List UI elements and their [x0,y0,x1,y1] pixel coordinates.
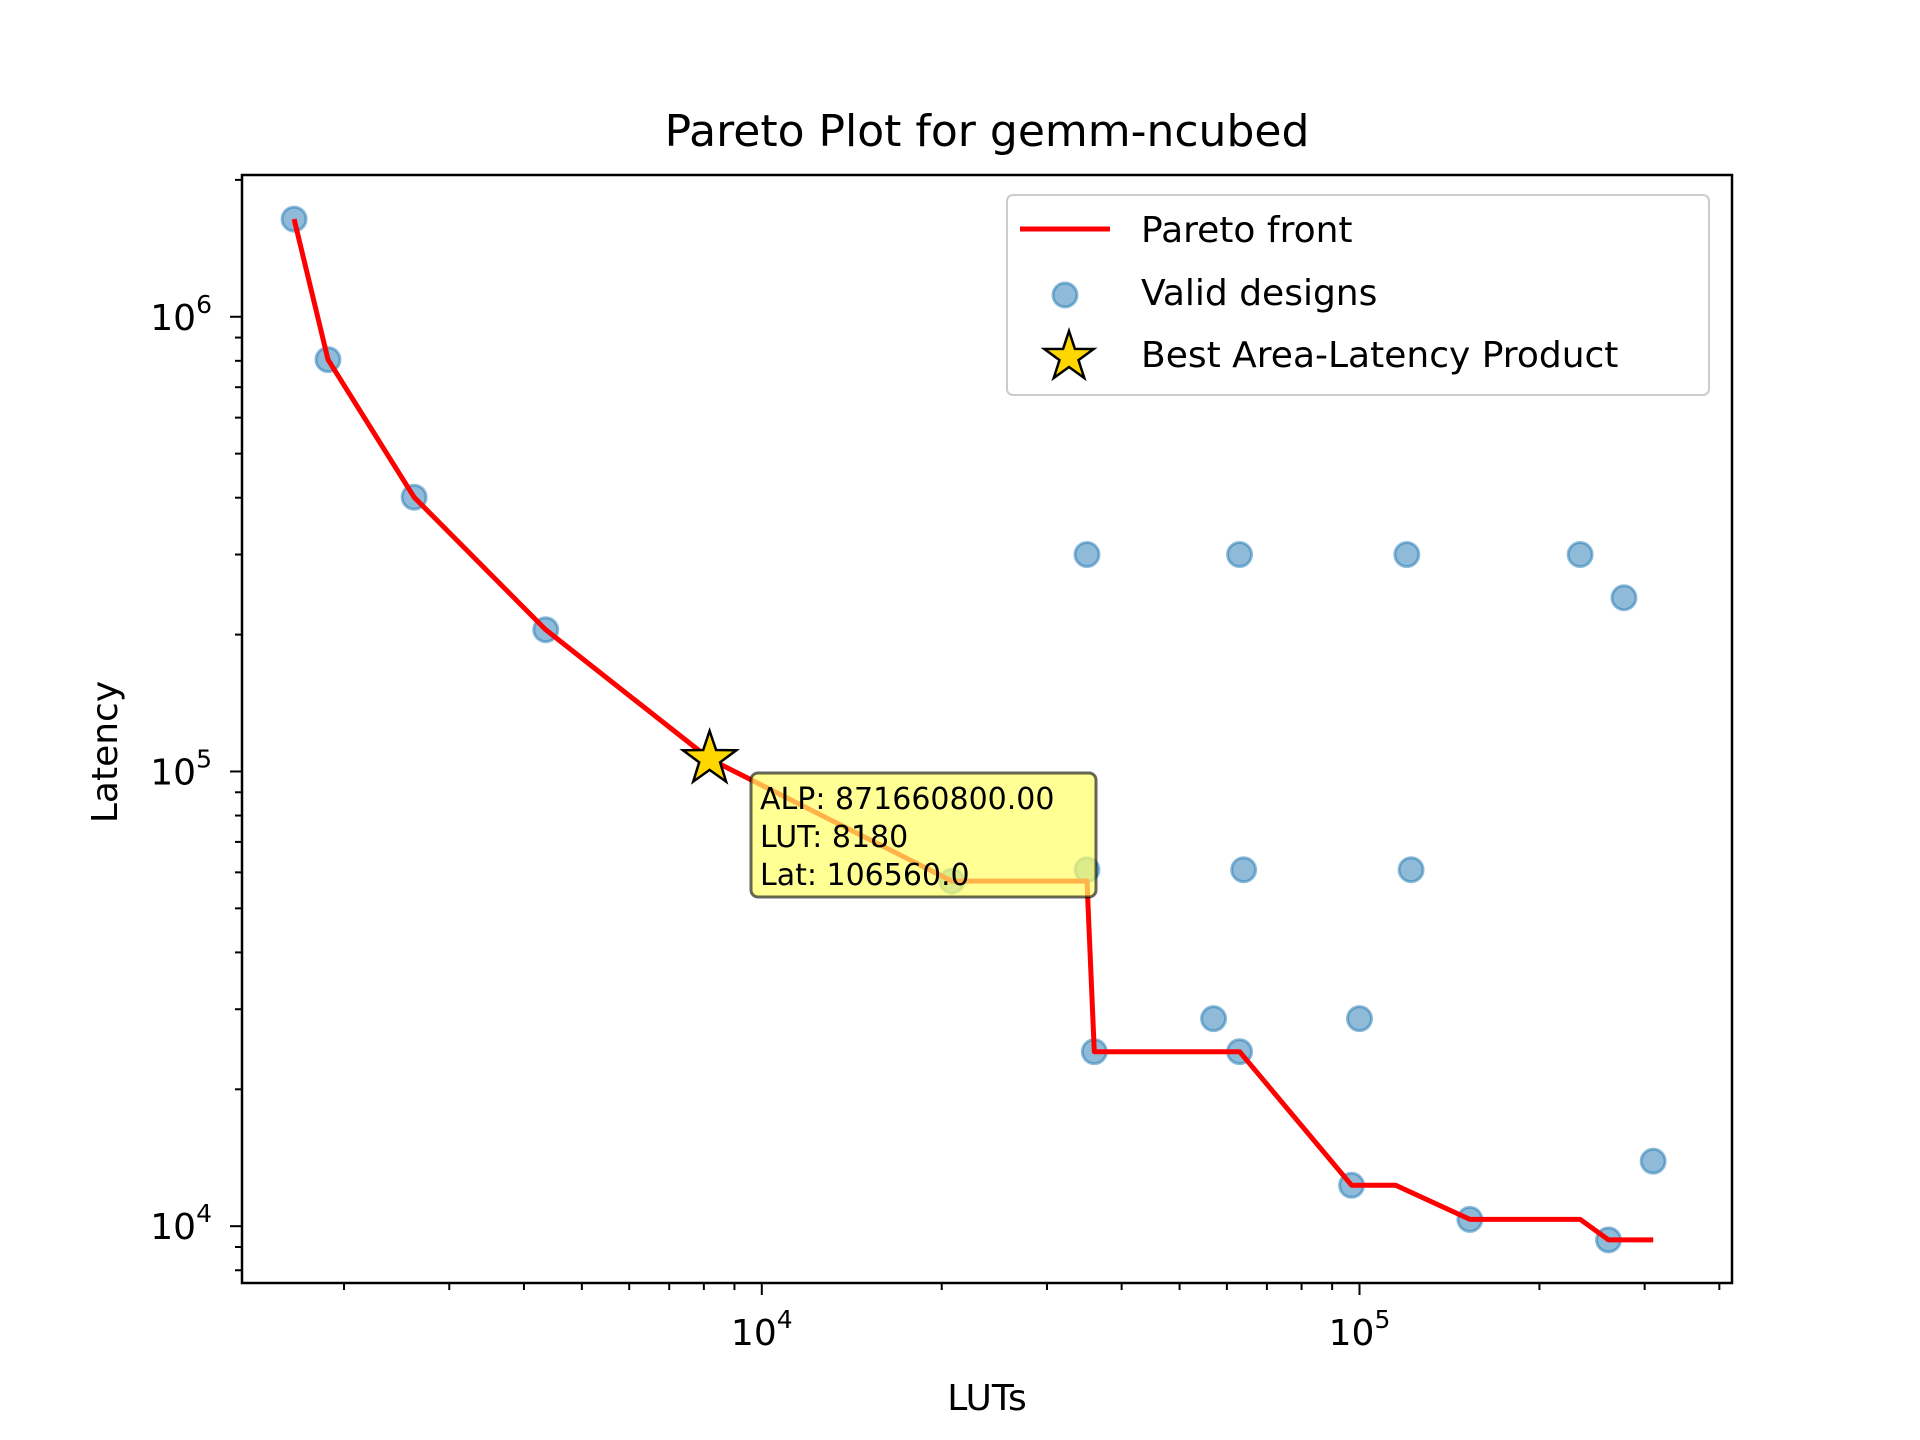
x-tick-label: 104 [731,1305,793,1354]
valid-design-point [1393,541,1421,569]
pareto-front-line [291,218,1654,1243]
x-tick-label: 105 [1329,1305,1391,1354]
legend: Pareto front Valid designs Best Area-Lat… [1006,194,1710,396]
best-alp-star [679,726,741,785]
legend-entry-valid: Valid designs [1141,273,1377,314]
valid-design-point [1610,584,1638,612]
y-axis-label: Latency [85,681,126,823]
valid-design-point [1073,541,1101,569]
valid-design-point [1397,856,1425,884]
legend-star-icon [1040,327,1098,382]
valid-design-point [1226,541,1254,569]
annotation-line: LUT: 8180 [760,820,908,855]
x-axis-label: LUTs [947,1378,1026,1419]
chart-title: Pareto Plot for gemm-ncubed [665,106,1310,157]
y-tick-label: 105 [150,744,212,793]
annotation-line: Lat: 106560.0 [760,858,970,893]
y-tick-label: 106 [150,290,212,339]
valid-design-point [1230,856,1258,884]
legend-entry-best: Best Area-Latency Product [1141,335,1618,376]
y-tick-label: 104 [150,1199,212,1248]
legend-entry-pareto: Pareto front [1141,210,1353,251]
valid-design-point [1345,1005,1373,1033]
legend-box [1006,194,1710,396]
legend-valid-swatch [1051,281,1079,309]
valid-design-point [1639,1147,1667,1175]
plot-frame [240,173,1734,1285]
annotation-box [749,771,1098,899]
annotation-line: ALP: 871660800.00 [760,782,1054,817]
valid-design-point [1200,1005,1228,1033]
valid-design-point [280,205,308,233]
axis-ticks: 104 105 104 105 106 [150,178,1721,1354]
valid-design-point [1566,541,1594,569]
